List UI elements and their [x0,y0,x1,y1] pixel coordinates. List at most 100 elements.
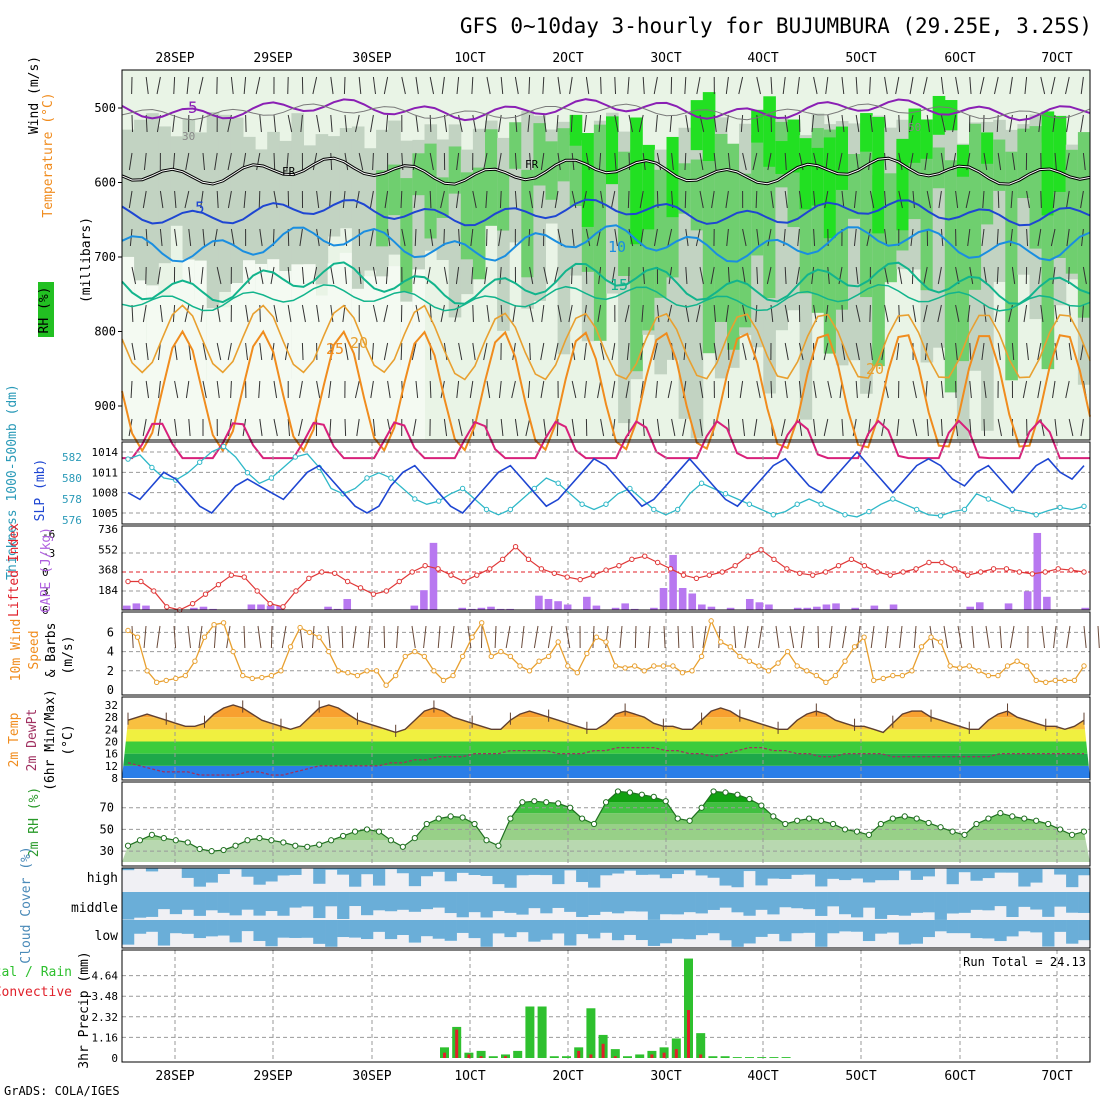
slp-tick-label: 1014 [92,446,119,459]
date-label-bottom: 28SEP [155,1069,194,1084]
cloud-low-bar [696,920,708,935]
date-label-bottom: 7OCT [1041,1069,1072,1084]
thickness-point [460,486,464,490]
wind-speed-point [518,664,522,668]
cape-bar [976,602,984,610]
rh-point [329,838,334,843]
cloud-mid-bar [564,892,576,912]
wind-speed-point [824,680,828,684]
rh-point [639,792,644,797]
wind-speed-point [537,659,541,663]
cloud-mid-bar [791,892,803,908]
precip-total-bar [721,1056,730,1058]
cloud-high-bar [397,868,409,873]
wind-speed-point [1082,664,1086,668]
wind-speed-point [508,654,512,658]
wind-speed-point [919,645,923,649]
contour-label: FR [282,165,296,178]
cloud-mid-bar [122,892,134,920]
lifted-index-point [901,570,905,574]
cloud-level-label: low [95,929,119,944]
rh-shade-green [945,160,958,392]
precip-convective-bar [480,1056,483,1058]
date-label-bottom: 6OCT [944,1069,975,1084]
cloud-mid-bar [755,892,767,910]
cloud-low-bar [755,920,767,937]
cloud-high-bar [349,868,361,887]
cloud-high-bar [696,868,708,875]
cape-bar [554,601,562,610]
cape-bar [564,604,572,610]
cloud-high-bar [182,868,194,878]
cloud-low-bar [935,920,947,931]
rh-point [783,821,788,826]
rh-point [269,838,274,843]
cloud-high-bar [779,868,791,879]
date-label-top: 29SEP [253,51,292,66]
rh-point [185,840,190,845]
slp-tick-label: 1005 [92,507,119,520]
cloud-high-bar [337,868,349,875]
rh-point [591,821,596,826]
lifted-index-point [255,589,259,593]
temp-band [122,729,1090,741]
rh-point [723,790,728,795]
lifted-index-point [836,563,840,567]
date-label-top: 5OCT [845,51,876,66]
cloud-mid-bar [600,892,612,912]
cloud-high-bar [612,868,624,874]
cloud-high-bar [755,868,767,885]
lifted-index-point [823,570,827,574]
cloud-low-bar [1054,920,1066,932]
rh-point [125,843,130,848]
cloud-low-bar [516,920,528,932]
thickness-point [986,497,990,501]
lifted-index-point [462,579,466,583]
page-title: GFS 0~10day 3-hourly for BUJUMBURA (29.2… [460,14,1092,38]
cloud-high-bar [767,868,779,879]
wind-speed-point [145,669,149,673]
wind-speed-point [852,645,856,649]
thickness-point [867,509,871,513]
ylabel-total-rain: Total / Rain [0,965,72,980]
thickness-point [484,507,488,511]
date-label-bottom: 1OCT [454,1069,485,1084]
temp-tick-label: 32 [105,699,118,712]
cloud-high-bar [1054,868,1066,875]
contour-label: 30 [182,130,195,143]
cloud-low-bar [660,920,672,943]
lifted-index-point [526,557,530,561]
thickness-point [365,476,369,480]
rh-shade-bright [763,96,776,166]
cape-bar [142,606,150,610]
cloud-mid-bar [301,892,313,906]
lifted-index-point [333,571,337,575]
cloud-low-bar [385,920,397,939]
wind-speed-point [231,649,235,653]
thickness-point [676,507,680,511]
rh-shade-bright [896,139,909,230]
precip-total-bar [757,1057,766,1058]
lifted-index-point [552,571,556,575]
precip-convective-bar [504,1056,507,1058]
temp-tick-label: 28 [105,711,118,724]
rh-shade-gray [328,136,341,236]
cloud-low-bar [851,920,863,932]
cloud-high-bar [887,868,899,880]
rh-point [580,816,585,821]
thickness-point [604,502,608,506]
rh-shade-dry [291,264,304,440]
wind-speed-point [451,673,455,677]
cloud-mid-bar [194,892,206,916]
date-label-top: 1OCT [454,51,485,66]
wind-speed-point [900,673,904,677]
lifted-index-point [655,560,659,564]
surface-wind-barb [635,626,636,648]
rh-shade-dry [316,296,329,440]
lifted-index-point [991,567,995,571]
wind-speed-point [355,673,359,677]
surface-wind-barb [271,626,272,648]
wind-speed-point [652,664,656,668]
lifted-index-point [604,568,608,572]
wind-speed-point [891,673,895,677]
